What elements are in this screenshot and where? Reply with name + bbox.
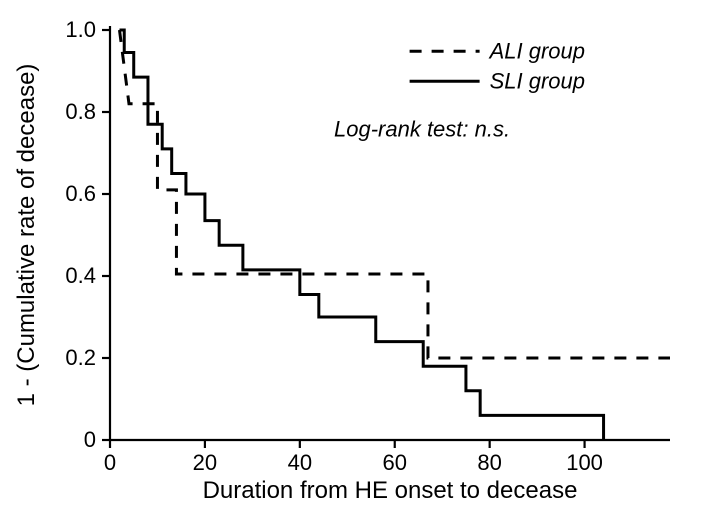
- y-tick-label: 0.4: [65, 263, 96, 288]
- x-axis-label: Duration from HE onset to decease: [203, 477, 578, 504]
- x-tick-label: 0: [104, 450, 116, 475]
- x-tick-label: 80: [477, 450, 501, 475]
- y-tick-label: 0.8: [65, 99, 96, 124]
- legend-label-sli: SLI group: [490, 68, 585, 93]
- log-rank-annotation: Log-rank test: n.s.: [334, 117, 510, 142]
- y-axis-label: 1 - (Cumulative rate of decease): [13, 64, 40, 407]
- chart-svg: 0 20 40 60 80 100 0 0.2 0.4 0.6 0.8 1.0 Duration fro…: [0, 0, 710, 516]
- survival-chart: 0 20 40 60 80 100 0 0.2 0.4 0.6 0.8 1.0 Duration fro…: [0, 0, 710, 516]
- x-tick-label: 40: [288, 450, 312, 475]
- x-tick-label: 60: [383, 450, 407, 475]
- x-tick-label: 100: [566, 450, 603, 475]
- y-tick-label: 1.0: [65, 17, 96, 42]
- x-tick-label: 20: [193, 450, 217, 475]
- y-tick-label: 0.2: [65, 345, 96, 370]
- y-tick-label: 0: [84, 427, 96, 452]
- legend-label-ali: ALI group: [488, 38, 585, 63]
- y-tick-label: 0.6: [65, 181, 96, 206]
